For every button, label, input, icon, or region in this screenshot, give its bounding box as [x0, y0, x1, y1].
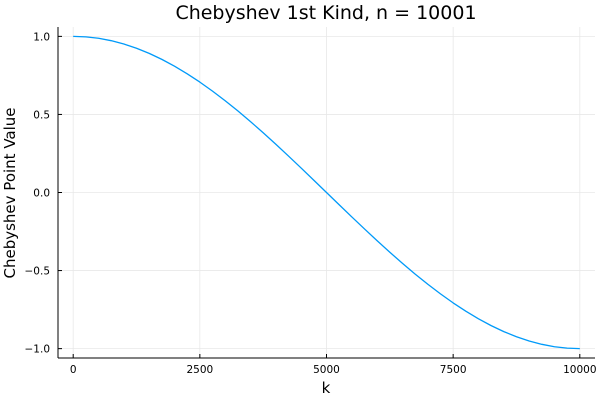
x-tick-label-0: 0: [70, 364, 77, 376]
y-tick-label-3: 0.5: [33, 109, 50, 121]
y-tick-label-0: −1.0: [25, 344, 51, 356]
y-tick-label-2: 0.0: [33, 188, 50, 200]
y-tick-label-1: −0.5: [25, 266, 51, 278]
y-axis-label: Chebyshev Point Value: [1, 107, 19, 278]
x-tick-label-2: 5000: [313, 364, 340, 376]
ticks: 0 2500 5000 7500 10000 −1.0 −0.5 0.0 0.5 1.0: [25, 31, 597, 376]
series-line-0: [73, 35, 580, 350]
x-tick-label-4: 10000: [563, 364, 596, 376]
x-axis-label: k: [322, 379, 331, 397]
x-tick-label-3: 7500: [440, 364, 467, 376]
y-tick-label-4: 1.0: [33, 31, 50, 43]
chart-title: Chebyshev 1st Kind, n = 10001: [175, 2, 476, 24]
series-layer: [73, 35, 580, 350]
x-tick-label-1: 2500: [186, 364, 213, 376]
